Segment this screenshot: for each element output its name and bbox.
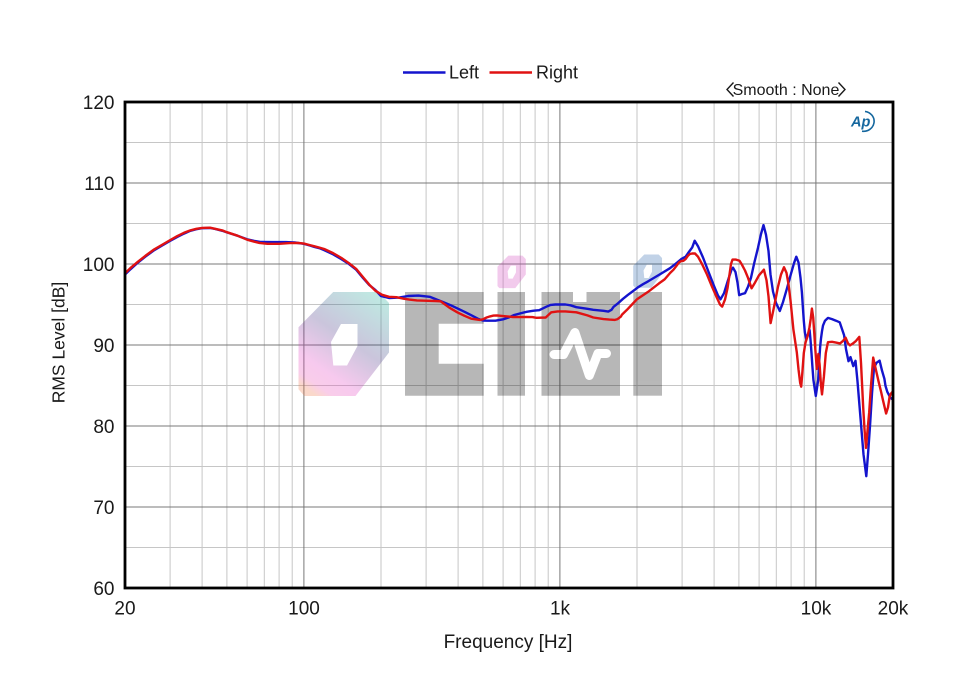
svg-text:80: 80: [93, 417, 114, 438]
svg-text:Ap: Ap: [850, 114, 870, 130]
svg-text:Left: Left: [449, 63, 479, 83]
svg-text:20: 20: [114, 599, 135, 620]
svg-text:1k: 1k: [550, 599, 571, 620]
svg-text:Right: Right: [536, 63, 578, 83]
svg-text:90: 90: [93, 336, 114, 357]
svg-text:RMS Level [dB]: RMS Level [dB]: [49, 282, 69, 404]
svg-text:100: 100: [288, 599, 320, 620]
svg-text:Frequency [Hz]: Frequency [Hz]: [444, 632, 573, 653]
svg-text:70: 70: [93, 498, 114, 519]
svg-text:10k: 10k: [801, 599, 832, 620]
svg-text:120: 120: [83, 93, 115, 114]
svg-text:20k: 20k: [878, 599, 909, 620]
svg-text:Smooth : None: Smooth : None: [733, 82, 840, 99]
svg-text:60: 60: [93, 579, 114, 600]
svg-text:100: 100: [83, 255, 115, 276]
svg-text:110: 110: [84, 174, 114, 195]
